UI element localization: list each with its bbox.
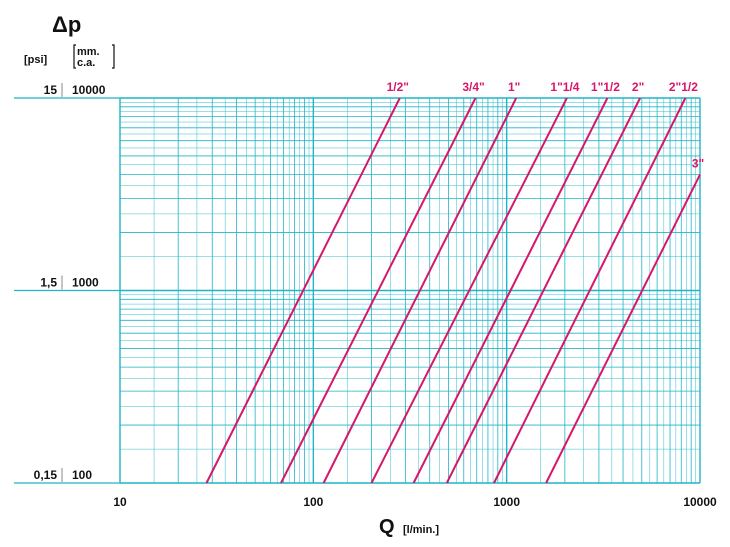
series-label: 1"1/4	[550, 80, 579, 94]
series-label: 1/2"	[387, 80, 409, 94]
y-tick-label-mm: 10000	[72, 83, 106, 97]
series-line	[205, 97, 401, 484]
series-label: 2"1/2	[669, 80, 698, 94]
y-tick-label-psi: 0,15	[34, 468, 58, 482]
y-axis-mm-label-line1: mm.	[77, 46, 100, 58]
series-line	[445, 97, 641, 484]
y-tick-label-psi: 15	[44, 83, 58, 97]
series-label: 2"	[632, 80, 644, 94]
series-line	[412, 97, 609, 484]
x-tick-label: 10	[113, 495, 127, 509]
series-label: 1"1/2	[591, 80, 620, 94]
x-axis-label-symbol: Q	[379, 516, 395, 538]
y-tick-labels: 0,15 100 1,5 1000 15 10000	[14, 83, 120, 484]
series-label: 1"	[508, 80, 520, 94]
grid	[119, 97, 701, 484]
y-tick-label-psi: 1,5	[40, 276, 57, 290]
y-axis-mm-label-line2: c.a.	[77, 57, 95, 69]
series-line	[493, 97, 687, 484]
x-tick-label: 1000	[493, 495, 520, 509]
series-line	[545, 174, 701, 484]
x-axis-label-unit: [l/min.]	[403, 524, 439, 536]
x-tick-label: 10000	[683, 495, 717, 509]
y-tick-label-mm: 100	[72, 468, 92, 482]
series-label: 3"	[692, 157, 704, 171]
x-tick-labels: 10 100 1000 10000	[113, 495, 717, 509]
chart-title: Δp	[52, 12, 81, 37]
series-line	[322, 97, 518, 484]
y-axis-mm-bracket	[73, 44, 115, 69]
x-tick-label: 100	[303, 495, 323, 509]
series-line	[280, 97, 477, 484]
series-label: 3/4"	[462, 80, 484, 94]
curves: 1/2" 3/4" 1" 1"1/4 1"1/2 2" 2"1/2 3"	[205, 80, 704, 484]
series-line	[370, 97, 568, 484]
x-axis-label: Q [l/min.]	[379, 516, 439, 538]
y-axis-psi-label: [psi]	[24, 54, 48, 66]
y-tick-label-mm: 1000	[72, 276, 99, 290]
